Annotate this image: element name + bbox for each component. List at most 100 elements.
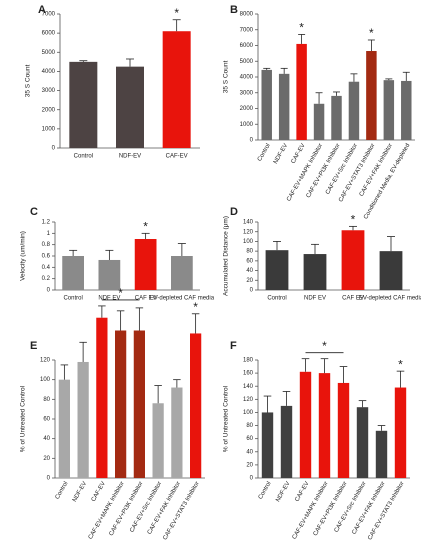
bar xyxy=(261,412,274,478)
y-tick-label: 60 xyxy=(43,417,50,423)
x-tick-label: CAF EV xyxy=(135,296,157,302)
x-tick-label: CAF-EV xyxy=(291,143,307,165)
y-tick-label: 4000 xyxy=(240,75,254,81)
y-tick-label: 0 xyxy=(52,146,56,152)
bar xyxy=(190,333,202,478)
y-tick-label: 140 xyxy=(243,384,254,390)
y-axis-label: Accumulated Distance (μm) xyxy=(223,216,230,296)
y-tick-label: 20 xyxy=(43,456,50,462)
y-tick-label: 0 xyxy=(47,476,51,482)
x-tick-label: EV-depleted CAF media xyxy=(150,296,215,302)
y-tick-label: 0 xyxy=(250,476,254,482)
x-tick-label: CAF-EV+MAPK Inhibitor xyxy=(88,481,126,541)
x-tick-label: CAF-EV+STAT3 Inhibitor xyxy=(162,481,200,541)
y-tick-label: 20 xyxy=(246,278,253,284)
bar xyxy=(375,430,388,478)
bar xyxy=(134,239,157,290)
panel-title: D xyxy=(230,206,238,218)
x-tick-label: CAF-EV+MAPK Inhibitor xyxy=(292,481,330,541)
x-tick-label: NDF-EV xyxy=(72,481,88,503)
x-tick-label: Control xyxy=(63,296,82,302)
y-tick-label: 3000 xyxy=(42,88,56,94)
bar xyxy=(341,230,365,290)
x-tick-label: CAF-EV+PI3K Inhibitor xyxy=(306,143,342,199)
y-tick-label: 40 xyxy=(43,436,50,442)
x-tick-label: EV-depleted CAF media xyxy=(359,296,421,302)
y-tick-label: 6000 xyxy=(240,43,254,49)
bar xyxy=(356,407,369,478)
x-tick-label: CAF-EV+PI3K Inhibitor xyxy=(109,481,145,537)
annotation: * xyxy=(143,220,148,234)
y-tick-label: 5000 xyxy=(42,50,56,56)
x-tick-label: Control xyxy=(267,296,286,302)
y-tick-label: 140 xyxy=(243,220,254,226)
y-tick-label: 100 xyxy=(243,410,254,416)
y-tick-label: 120 xyxy=(243,229,254,235)
bar xyxy=(152,403,164,478)
bar xyxy=(261,69,272,140)
y-tick-label: 1 xyxy=(47,231,51,237)
y-tick-label: 0.8 xyxy=(42,242,51,248)
bar xyxy=(379,251,403,290)
bar xyxy=(394,387,407,478)
x-tick-label: CAF-EV+STAT3 Inhibitor xyxy=(367,481,405,541)
bar xyxy=(331,95,342,140)
x-tick-label: Control xyxy=(74,154,93,160)
y-tick-label: 1000 xyxy=(42,126,56,132)
bar xyxy=(133,330,145,478)
x-tick-label: CAF-EV+FAK Inhibitor xyxy=(147,481,182,536)
y-axis-label: % of Untreated Control xyxy=(223,385,230,452)
y-tick-label: 60 xyxy=(246,258,253,264)
y-tick-label: 80 xyxy=(246,423,253,429)
y-tick-label: 0 xyxy=(250,288,254,294)
bar xyxy=(171,387,183,478)
x-tick-label: NDF EV xyxy=(98,296,120,302)
y-tick-label: 100 xyxy=(40,377,51,383)
bar xyxy=(77,361,89,478)
bar xyxy=(62,256,84,290)
y-axis-label: Velocity (um/min) xyxy=(20,231,27,281)
y-axis-label: 35 S Count xyxy=(223,61,230,94)
y-tick-label: 20 xyxy=(246,462,253,468)
annotation: * xyxy=(369,26,374,40)
y-tick-label: 0 xyxy=(47,288,51,294)
bar xyxy=(162,31,191,149)
bar xyxy=(313,103,325,140)
x-tick-label: NDF-EV xyxy=(273,143,289,165)
y-tick-label: 40 xyxy=(246,449,253,455)
annotation: * xyxy=(398,357,403,371)
x-tick-label: NDF-EV xyxy=(119,154,141,160)
bar xyxy=(296,43,307,140)
bar xyxy=(303,254,327,290)
bar xyxy=(383,80,395,140)
annotation: * xyxy=(118,286,123,300)
y-tick-label: 1000 xyxy=(240,122,254,128)
x-tick-label: NDF-EV xyxy=(275,481,291,503)
y-tick-label: 7000 xyxy=(42,12,56,18)
x-tick-label: Control xyxy=(258,481,273,501)
annotation: * xyxy=(174,6,179,20)
bar xyxy=(115,330,127,478)
y-axis-label: 35 S Count xyxy=(25,65,32,98)
x-tick-label: CAF-EV+Src Inhibitor xyxy=(325,143,359,196)
y-tick-label: 160 xyxy=(243,371,254,377)
y-tick-label: 180 xyxy=(243,358,254,364)
bar xyxy=(280,405,293,478)
y-tick-label: 80 xyxy=(246,249,253,255)
y-axis-label: % of Untreated Control xyxy=(20,385,27,452)
annotation: * xyxy=(193,300,198,314)
bar xyxy=(299,371,312,478)
panel-title: C xyxy=(30,206,38,218)
x-tick-label: CAF-EV+PI3K Inhibitor xyxy=(313,481,349,537)
y-tick-label: 4000 xyxy=(42,69,56,75)
y-tick-label: 3000 xyxy=(240,90,254,96)
y-tick-label: 40 xyxy=(246,268,253,274)
bar xyxy=(58,379,70,478)
bar xyxy=(318,373,331,478)
panel-title: E xyxy=(30,340,37,352)
y-tick-label: 80 xyxy=(43,397,50,403)
y-tick-label: 0.2 xyxy=(42,276,51,282)
x-tick-label: CAF-EV xyxy=(91,481,107,503)
x-tick-label: Control xyxy=(55,481,70,501)
